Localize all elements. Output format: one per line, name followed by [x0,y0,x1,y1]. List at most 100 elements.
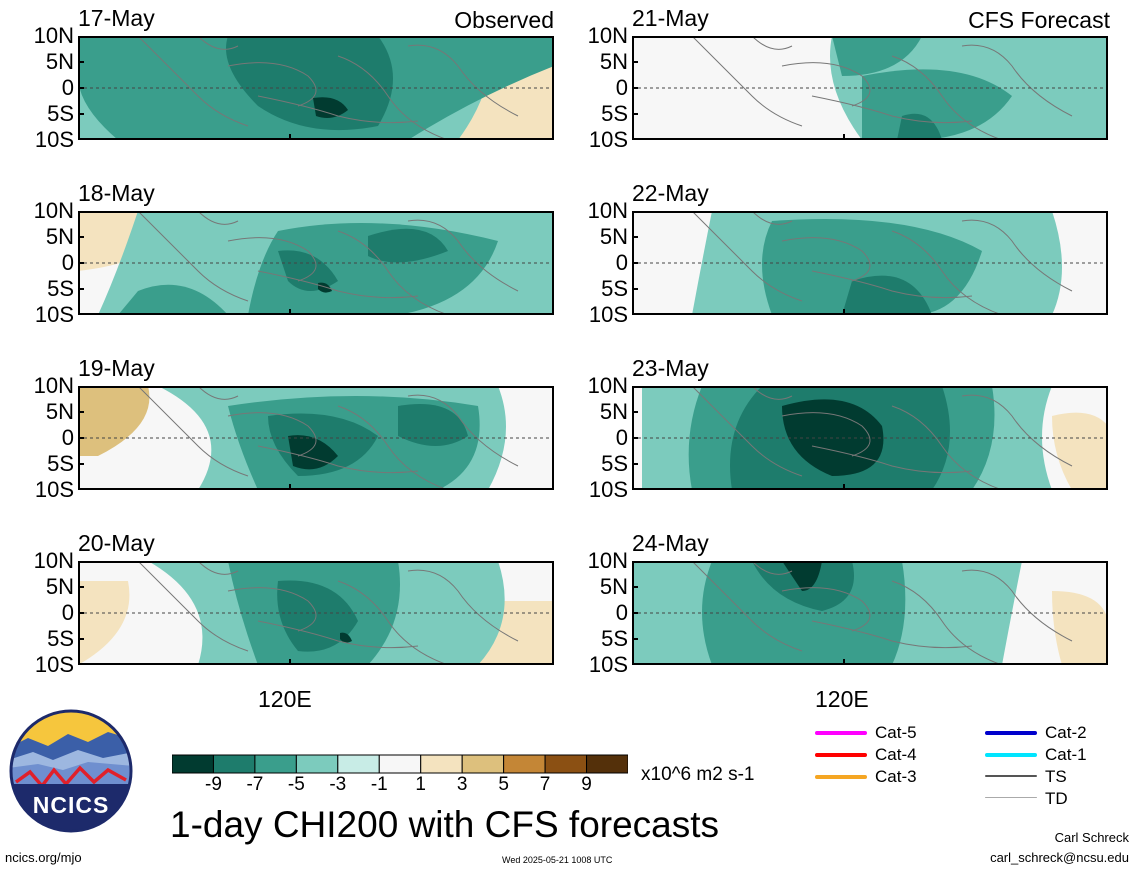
legend-swatch [985,775,1037,777]
coastline [257,270,419,299]
coastline [337,230,449,315]
legend-swatch [815,753,867,757]
coastline [811,270,973,299]
coastline [691,561,803,652]
coastline [751,386,793,400]
y-tick-label: 10S [34,127,74,152]
contour-fill [340,632,352,643]
contour-fill [1052,591,1108,665]
map-panel [78,36,554,140]
map-panel [632,36,1108,140]
contour-fill [278,250,338,291]
panel-date-label: 17-May [78,5,155,31]
legend-swatch [815,775,867,779]
ncics-logo: NCICS [8,708,134,834]
y-tick-label: 5S [47,626,74,651]
footer-author: Carl Schreck [1054,830,1129,845]
map-panel [632,561,1108,665]
y-tick-label: 5N [45,49,74,74]
y-tick-label: 10N [587,198,628,223]
coastline [197,36,239,50]
y-tick-label: 5N [45,399,74,424]
coastline [751,36,793,50]
map-panel [78,561,554,665]
coastline [137,211,249,302]
contour-fill [78,386,150,456]
y-tick-label: 5N [599,399,628,424]
coastline [407,394,519,467]
y-tick-label: 0 [61,600,74,625]
panel-date-label: 22-May [632,180,709,206]
contour-fill [897,113,942,140]
panel-date-label: 23-May [632,355,709,381]
y-tick-label: 5N [599,224,628,249]
y-tick-label: 10S [588,477,628,502]
coastline [691,36,803,127]
coastline [891,230,1003,315]
legend-label: Cat-2 [1045,723,1087,742]
coastline [337,405,449,490]
panel-date-label: 19-May [78,355,155,381]
colorbar-units: x10^6 m2 s-1 [641,764,755,785]
coastline [891,405,1003,490]
coastline [407,569,519,642]
colorbar-tick-label: 7 [539,774,551,795]
colorbar-tick-label: -5 [287,774,305,795]
footer-timestamp: Wed 2025-05-21 1008 UTC [502,855,613,865]
coastline [257,445,419,474]
y-tick-label: 5S [601,101,628,126]
colorbar-swatch [544,754,588,774]
colorbar-tick-label: -7 [246,774,264,795]
coastline [257,620,419,649]
panel-date-label: 20-May [78,530,155,556]
y-tick-label: 5N [45,574,74,599]
coastline [137,561,249,652]
legend-swatch [815,731,867,735]
y-tick-label: 10S [588,652,628,677]
contour-fill [118,284,228,315]
coastline [407,44,519,117]
y-tick-label: 10N [587,373,628,398]
coastline [137,386,249,477]
y-tick-label: 10N [33,23,74,48]
coastline [781,62,871,107]
coastline [257,95,419,124]
coastline [891,580,1003,665]
colorbar-swatch [254,754,297,774]
legend-swatch [985,731,1037,735]
colorbar-swatch [378,754,422,774]
map-panel [632,211,1108,315]
panel-date-label: 18-May [78,180,155,206]
contour-fill [862,69,1012,140]
y-tick-label: 10N [33,548,74,573]
coastline [227,237,317,282]
coastline [337,55,449,140]
ncics-logo-graphic [9,709,133,833]
y-tick-label: 10N [587,548,628,573]
legend-label: TD [1045,789,1068,808]
contour-fill [78,581,130,665]
coastline [751,211,793,225]
contour-fill [702,561,906,665]
y-tick-label: 5S [47,276,74,301]
coastline [751,561,793,575]
y-tick-label: 5N [599,49,628,74]
colorbar [172,754,628,774]
contour-fill [1052,412,1108,490]
colorbar-tick-label: 1 [415,774,426,795]
y-tick-label: 0 [615,600,628,625]
legend-label: Cat-1 [1045,745,1087,764]
cfs-forecast-label: CFS Forecast [968,7,1110,33]
contour-fill [318,282,332,293]
observed-label: Observed [454,7,554,33]
colorbar-swatch [420,754,463,774]
y-tick-label: 5N [599,574,628,599]
legend-swatch [985,797,1037,798]
y-tick-label: 0 [615,250,628,275]
y-tick-label: 5S [601,626,628,651]
map-panel [632,386,1108,490]
coastline [811,95,973,124]
x-tick-right: 120E [815,686,869,712]
x-tick-left: 120E [258,686,312,712]
contour-fill [762,219,982,315]
